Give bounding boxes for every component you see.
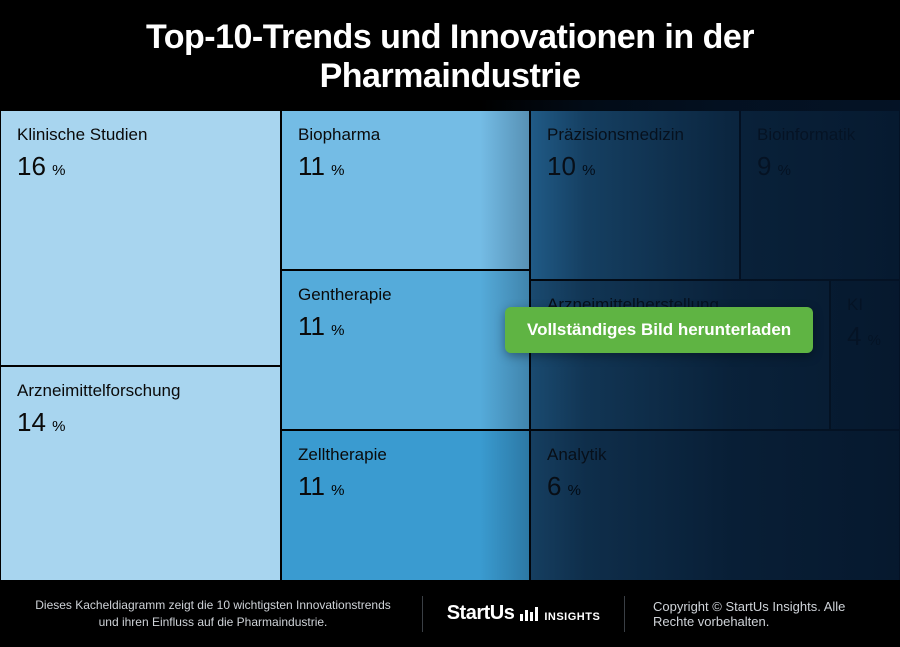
tile-herstellung: Arzneimittelherstellung8 % (530, 280, 830, 430)
brand-logo: StartUs INSIGHTS (447, 602, 601, 625)
download-full-image-button[interactable]: Vollständiges Bild herunterladen (505, 307, 813, 353)
logo-sub-text: INSIGHTS (544, 611, 600, 623)
page-root: Top-10-Trends und Innovationen in der Ph… (0, 0, 900, 647)
footer-divider (624, 596, 625, 632)
tile-percent: 11 % (298, 311, 513, 342)
title-wrap: Top-10-Trends und Innovationen in der Ph… (0, 0, 900, 110)
tile-percent: 4 % (847, 321, 883, 352)
tile-label: Klinische Studien (17, 125, 264, 145)
footer: Dieses Kacheldiagramm zeigt die 10 wicht… (0, 580, 900, 647)
tile-ki: KI 4 % (830, 280, 900, 430)
tile-percent: 9 % (757, 151, 883, 182)
tile-label: Präzisionsmedizin (547, 125, 723, 145)
tile-gentherapie: Gentherapie 11 % (281, 270, 530, 430)
tile-praezision: Präzisionsmedizin 10 % (530, 110, 740, 280)
tile-label: Arzneimittelforschung (17, 381, 264, 401)
tile-zelltherapie: Zelltherapie 11 % (281, 430, 530, 590)
tile-label: KI (847, 295, 883, 315)
tile-klinische: Klinische Studien 16 % (0, 110, 281, 366)
tile-percent: 6 % (547, 471, 883, 502)
tile-arznei: Arzneimittelforschung 14 % (0, 366, 281, 590)
cta-label: Vollständiges Bild herunterladen (527, 320, 791, 339)
tile-analytik: Analytik 6 % (530, 430, 900, 590)
logo-bars-icon (520, 607, 538, 621)
tile-percent: 11 % (298, 151, 513, 182)
page-title: Top-10-Trends und Innovationen in der Ph… (20, 18, 880, 96)
tile-biopharma: Biopharma 11 % (281, 110, 530, 270)
tile-label: Biopharma (298, 125, 513, 145)
tile-bioinf: Bioinformatik 9 % (740, 110, 900, 280)
tile-percent: 14 % (17, 407, 264, 438)
tile-label: Analytik (547, 445, 883, 465)
tile-label: Gentherapie (298, 285, 513, 305)
footer-description: Dieses Kacheldiagramm zeigt die 10 wicht… (28, 597, 398, 629)
tile-label: Bioinformatik (757, 125, 883, 145)
footer-divider (422, 596, 423, 632)
logo-main-text: StartUs (447, 602, 515, 625)
tile-percent: 11 % (298, 471, 513, 502)
copyright-text: Copyright © StartUs Insights. Alle Recht… (653, 599, 872, 629)
tile-percent: 16 % (17, 151, 264, 182)
tile-percent: 10 % (547, 151, 723, 182)
tile-label: Zelltherapie (298, 445, 513, 465)
